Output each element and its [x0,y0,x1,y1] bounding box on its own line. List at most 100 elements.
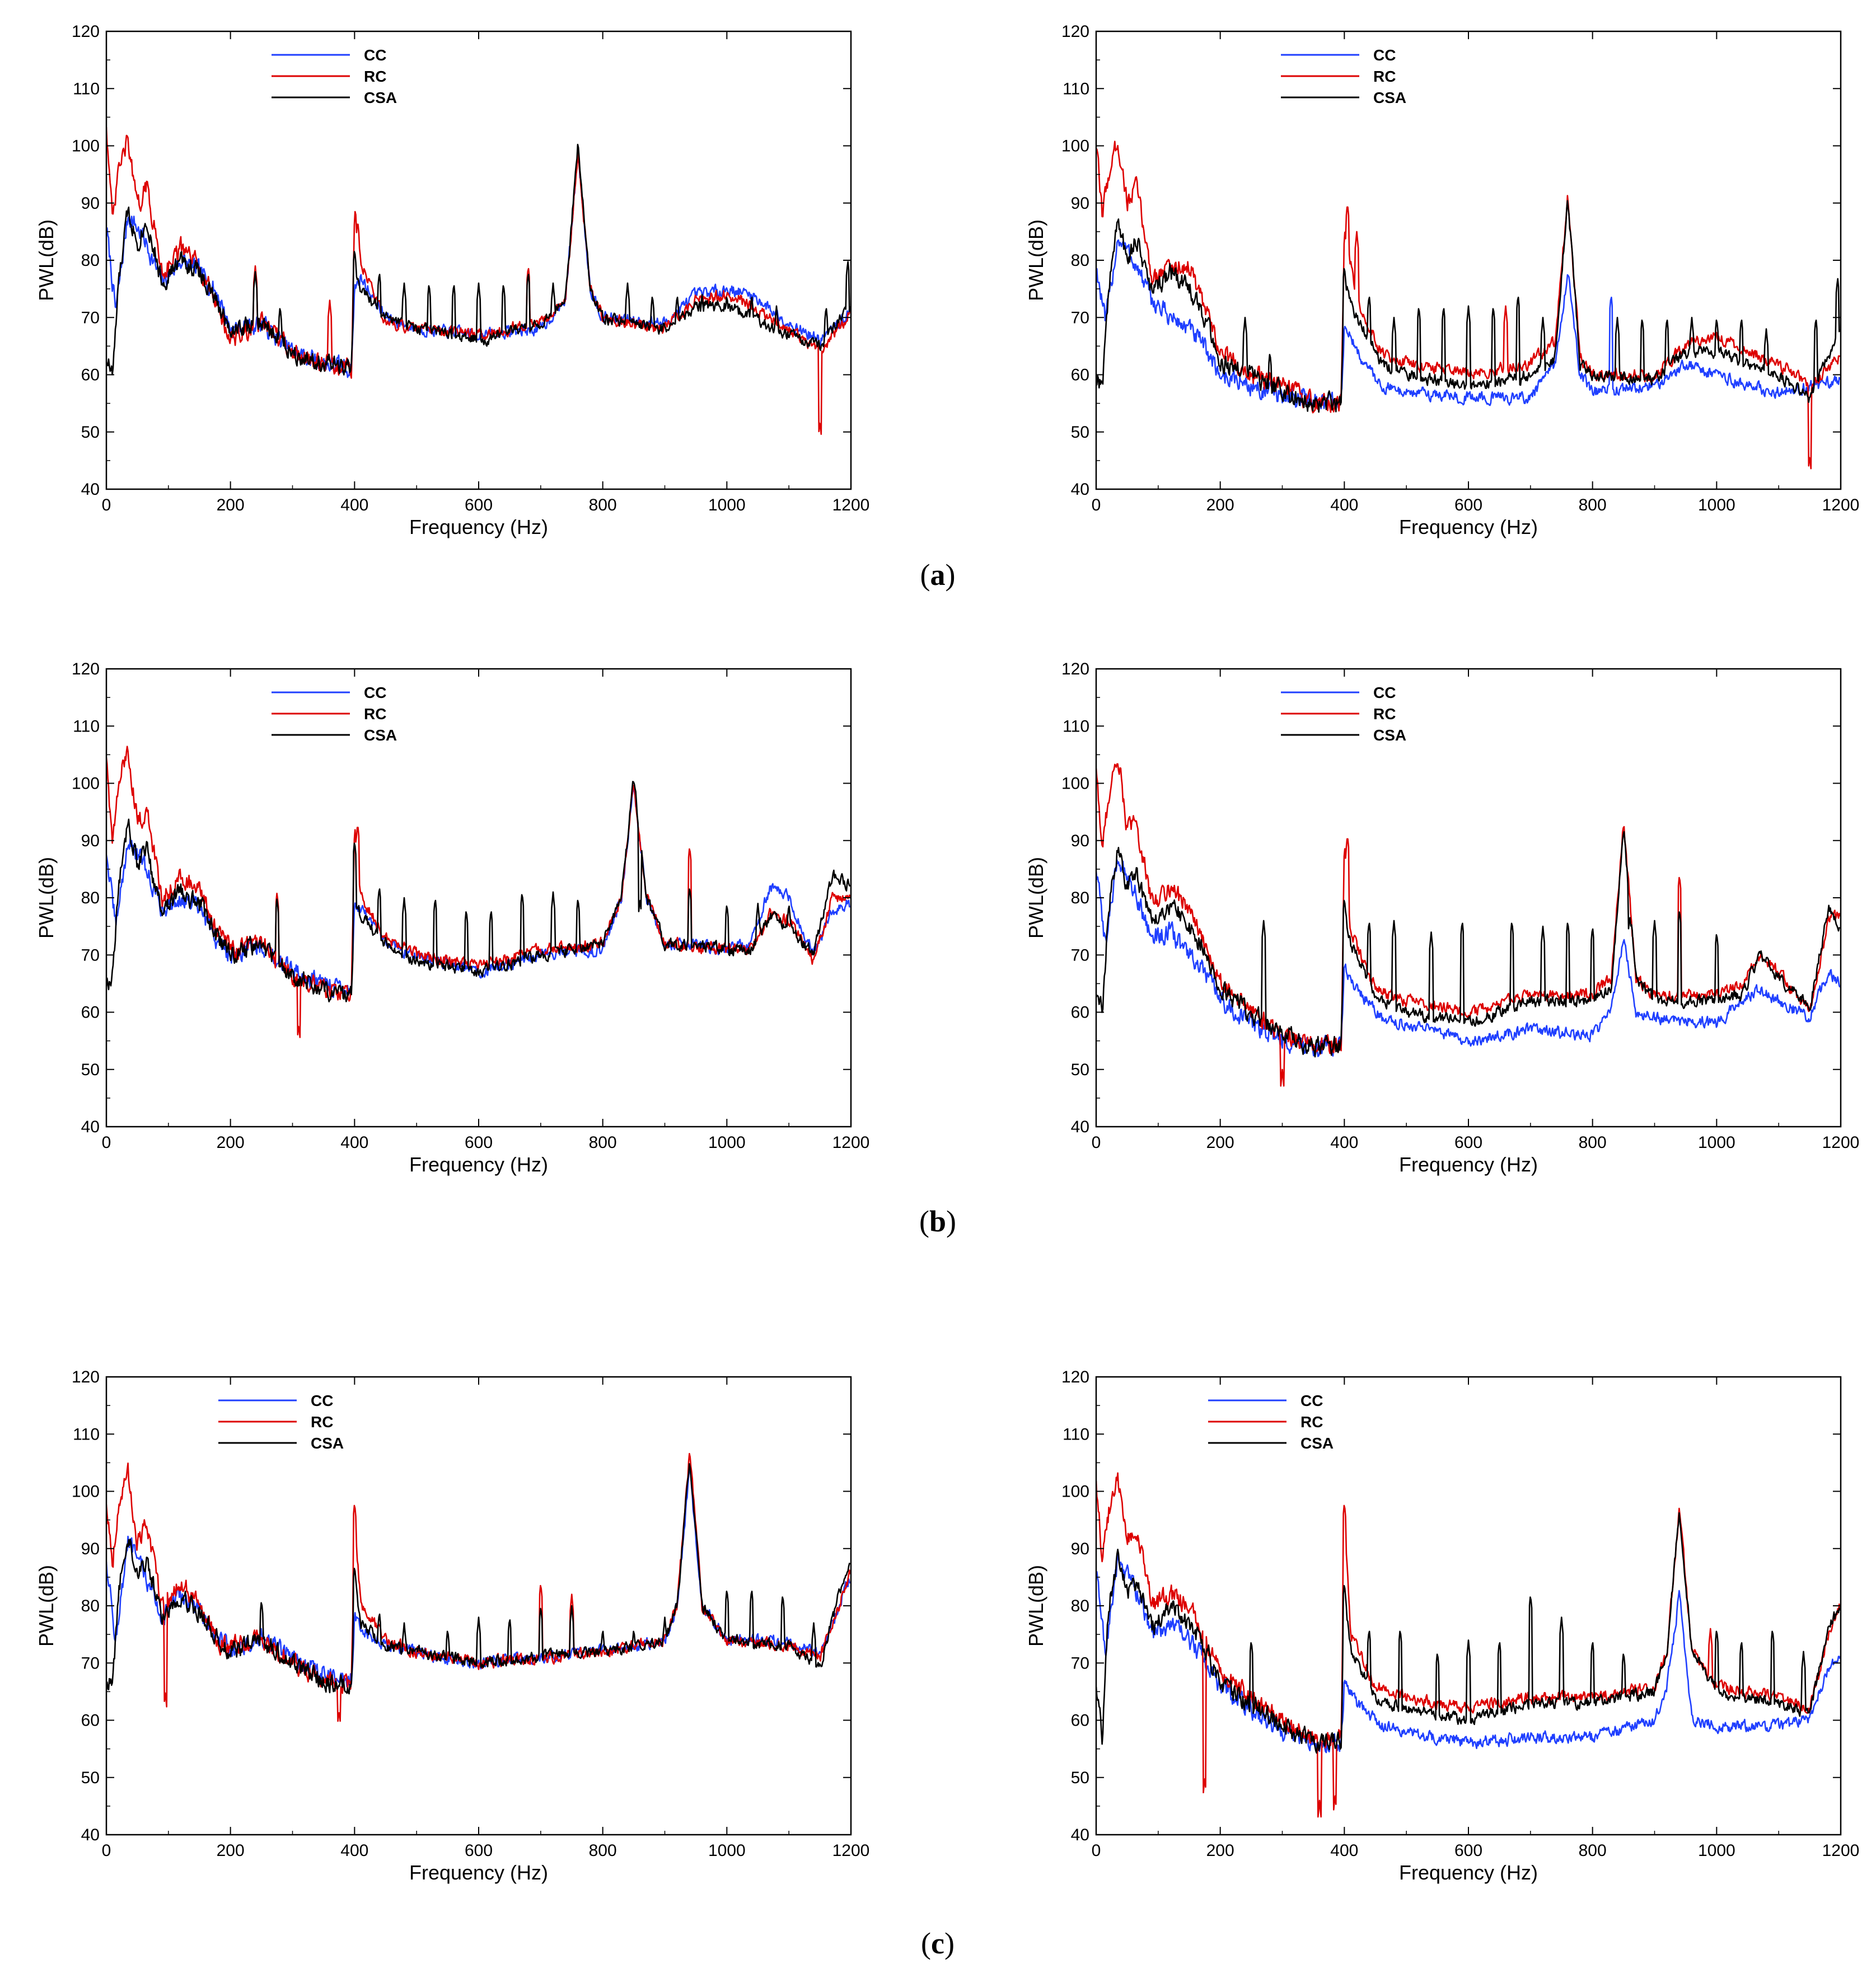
x-tick-label: 400 [340,1841,368,1860]
legend-label-csa: CSA [364,726,397,744]
x-tick-label: 200 [1206,1133,1234,1152]
legend-label-rc: RC [1373,68,1396,85]
y-tick-label: 80 [1071,1597,1089,1615]
x-tick-label: 600 [465,1133,493,1152]
series-line-csa [1096,831,1841,1058]
panel-label-c: (c) [921,1926,955,1960]
panel-label-b: (b) [919,1204,956,1238]
y-tick-label: 90 [1071,832,1089,850]
series-line-csa [106,781,851,1002]
y-tick-label: 70 [1071,308,1089,327]
x-tick-label: 200 [1206,496,1234,514]
x-axis-title: Frequency (Hz) [409,1153,548,1176]
y-tick-label: 70 [81,308,100,327]
x-tick-label: 600 [465,496,493,514]
x-tick-label: 800 [1579,1133,1607,1152]
y-tick-label: 70 [81,946,100,964]
plot-area [1096,1472,1841,1818]
y-tick-label: 110 [1063,717,1089,735]
x-tick-label: 0 [1092,496,1101,514]
y-tick-label: 100 [72,775,100,793]
y-tick-label: 40 [1071,480,1089,499]
x-tick-label: 0 [1092,1841,1101,1860]
series-line-rc [106,1452,851,1722]
x-tick-label: 400 [1330,496,1358,514]
x-tick-label: 0 [102,1133,111,1152]
y-tick-label: 90 [81,194,100,213]
x-tick-label: 1000 [708,1841,746,1860]
x-tick-label: 200 [217,1841,245,1860]
plot-area [1096,763,1841,1087]
x-axis-title: Frequency (Hz) [409,515,548,538]
x-tick-label: 0 [1092,1133,1101,1152]
y-tick-label: 90 [1071,194,1089,213]
y-axis-title: PWL(dB) [35,857,58,939]
series-line-csa [106,143,851,376]
x-tick-label: 1200 [832,496,870,514]
legend-label-csa: CSA [311,1435,344,1452]
plot-area [106,1452,851,1722]
y-tick-label: 120 [72,22,100,41]
y-tick-label: 60 [81,1004,100,1022]
y-tick-label: 100 [72,1483,100,1501]
x-tick-label: 800 [589,496,617,514]
y-tick-label: 110 [73,717,100,735]
x-tick-label: 1000 [708,496,746,514]
x-tick-label: 400 [340,1133,368,1152]
x-tick-label: 1200 [832,1841,870,1860]
legend-label-rc: RC [364,705,386,723]
y-tick-label: 40 [81,1118,100,1136]
x-tick-label: 200 [1206,1841,1234,1860]
y-tick-label: 100 [1061,137,1089,156]
legend-label-rc: RC [1373,705,1396,723]
legend-label-cc: CC [311,1392,333,1409]
y-tick-label: 40 [81,480,100,499]
x-axis-title: Frequency (Hz) [1399,1153,1538,1176]
x-axis-title: Frequency (Hz) [409,1861,548,1884]
series-line-rc [1096,763,1841,1087]
y-tick-label: 40 [81,1826,100,1844]
y-tick-label: 70 [1071,946,1089,964]
y-tick-label: 100 [1061,775,1089,793]
y-tick-label: 50 [1071,423,1089,442]
y-axis-title: PWL(dB) [1024,857,1047,939]
x-tick-label: 1000 [1698,496,1735,514]
legend-label-csa: CSA [1373,89,1406,106]
legend-label-csa: CSA [364,89,397,106]
y-tick-label: 100 [1061,1483,1089,1501]
y-axis-title: PWL(dB) [1024,219,1047,301]
x-tick-label: 600 [1454,496,1482,514]
series-line-csa [106,1463,851,1695]
y-tick-label: 40 [1071,1826,1089,1844]
x-tick-label: 200 [217,1133,245,1152]
y-tick-label: 80 [81,1597,100,1615]
x-tick-label: 600 [465,1841,493,1860]
x-tick-label: 1200 [1822,496,1860,514]
y-tick-label: 40 [1071,1118,1089,1136]
y-tick-label: 50 [1071,1769,1089,1787]
y-tick-label: 60 [1071,1004,1089,1022]
x-tick-label: 800 [1579,1841,1607,1860]
x-axis-title: Frequency (Hz) [1399,1861,1538,1884]
y-tick-label: 90 [81,832,100,850]
y-tick-label: 60 [1071,366,1089,385]
x-tick-label: 400 [340,496,368,514]
y-tick-label: 90 [81,1540,100,1558]
y-tick-label: 70 [81,1654,100,1672]
y-axis-title: PWL(dB) [35,219,58,301]
x-tick-label: 1200 [1822,1133,1860,1152]
x-tick-label: 0 [102,1841,111,1860]
series-line-cc [1096,239,1841,410]
legend-label-cc: CC [1373,684,1396,701]
series-line-rc [106,746,851,1038]
legend-label-cc: CC [364,46,386,64]
y-tick-label: 50 [81,1769,100,1787]
y-axis-title: PWL(dB) [1024,1565,1047,1647]
x-tick-label: 400 [1330,1133,1358,1152]
y-tick-label: 50 [81,423,100,442]
x-tick-label: 600 [1454,1133,1482,1152]
